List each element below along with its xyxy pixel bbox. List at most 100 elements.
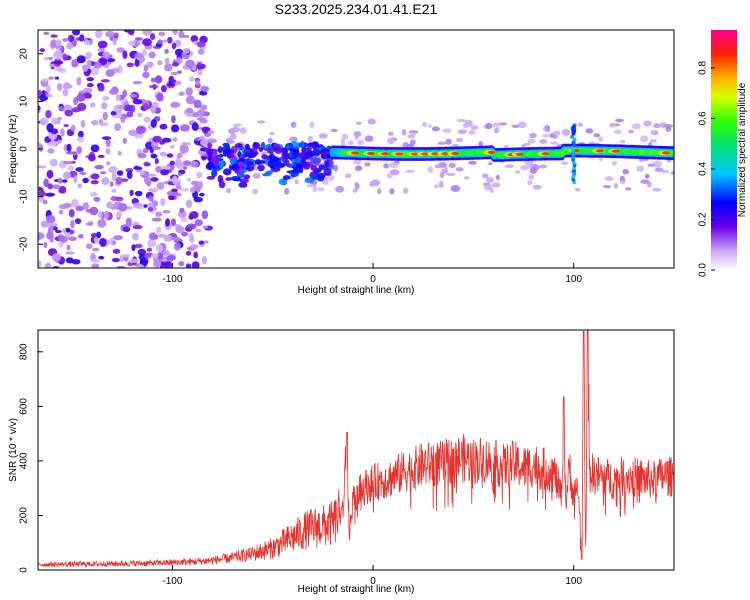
spectrogram-cell: [154, 211, 163, 217]
spectrogram-cell: [55, 49, 63, 58]
spectrogram-cell: [132, 80, 143, 85]
spectrogram-cell: [62, 38, 69, 42]
spectrogram-cell: [175, 225, 185, 234]
spectrogram-cell: [66, 143, 72, 152]
spectrogram-cell: [45, 84, 51, 93]
snr-series-line: [38, 330, 674, 569]
spectrogram-cell: [63, 82, 70, 90]
spectrogram-cell: [451, 143, 460, 147]
spectrogram-cell: [491, 122, 501, 128]
spectrogram-cell: [450, 185, 461, 193]
spectrogram-cell: [43, 31, 50, 36]
spectrogram-cell: [97, 84, 105, 92]
spectrogram-cell: [164, 57, 170, 65]
spectrogram-cell: [406, 143, 414, 148]
spectrogram-cell: [105, 30, 115, 38]
spectrogram-cell: [85, 222, 94, 226]
spectrogram-cell: [62, 171, 72, 180]
spectrogram-cell: [200, 104, 208, 111]
spectrogram-cell: [427, 166, 434, 174]
spectrogram-cell: [97, 46, 106, 52]
spectrogram-cell: [577, 122, 584, 128]
spectrogram-cell: [442, 128, 452, 133]
spectrogram-cell: [118, 104, 125, 110]
spectrogram-cell: [159, 123, 168, 130]
spectrogram-cell: [451, 151, 460, 156]
spectrogram-cell: [518, 121, 527, 129]
spectrogram-cell: [288, 136, 298, 142]
spectrogram-cell: [84, 39, 90, 46]
spectrogram-cell: [164, 63, 173, 72]
spectrogram-cell: [604, 176, 614, 182]
spectrogram-cell: [649, 139, 657, 143]
spectrogram-cell: [100, 79, 110, 83]
spectrogram-cell: [437, 141, 447, 145]
spectrogram-cell: [529, 167, 538, 174]
spectrogram-cell: [162, 210, 171, 214]
spectrogram-cell: [661, 169, 670, 174]
colorbar-tick-label: 0.8: [698, 61, 709, 75]
spectrogram-cell: [109, 181, 114, 188]
spectrogram-cell: [108, 88, 119, 95]
colorbar-tick-label: 0.4: [698, 162, 709, 176]
spectrogram-cell: [644, 173, 650, 179]
figure-title: S233.2025.234.01.41.E21: [275, 1, 438, 17]
spectrogram-cell: [202, 225, 208, 229]
spectrogram-cell: [148, 84, 159, 89]
spectrogram-cell: [129, 189, 134, 196]
spectrogram-cell: [106, 161, 111, 166]
spectrogram-cell: [40, 220, 50, 228]
colorbar: 0.0 0.2 0.4 0.6 0.8 Normalized spectral ampl…: [698, 30, 748, 277]
spectrogram-cell: [128, 258, 139, 264]
spectrogram-cell: [158, 31, 166, 36]
spectrogram-cell: [252, 188, 259, 195]
spectrogram-cell: [103, 210, 110, 220]
spectrogram-cell: [207, 130, 215, 135]
spectrogram-cell: [174, 48, 184, 57]
spectrogram-cell: [137, 152, 147, 159]
spectrogram-cell: [66, 244, 71, 251]
spectrogram-cell: [570, 151, 575, 156]
spectrogram-cell: [179, 207, 185, 213]
snr-x-tick-label: -100: [162, 576, 182, 587]
spectrogram-cell: [463, 176, 470, 180]
spectrogram-cell: [208, 161, 213, 169]
spectrogram-cell: [317, 187, 325, 192]
snr-y-tick-label: 800: [19, 343, 30, 360]
spectrogram-cell: [45, 94, 53, 98]
spectrogram-cell: [48, 56, 53, 60]
spectrogram-cell: [455, 167, 464, 172]
spectrogram-cell: [613, 182, 619, 189]
spectrogram-cell: [112, 36, 117, 46]
spectrogram-cell: [188, 233, 194, 241]
snr-background: [38, 330, 674, 570]
spectrogram-cell: [239, 178, 250, 184]
spectrogram-cell: [570, 146, 575, 151]
spectrogram-cell: [170, 188, 178, 192]
spectrogram-cell: [126, 62, 134, 68]
spectrogram-y-tick-label: 10: [19, 95, 30, 107]
spectrogram-cell: [72, 30, 81, 36]
spectrogram-cell: [196, 62, 203, 70]
spectrogram-cell: [101, 136, 112, 140]
spectrogram-cell: [196, 41, 206, 48]
spectrogram-cell: [356, 121, 362, 125]
spectrogram-cell: [267, 137, 273, 144]
spectrogram-cell: [185, 59, 195, 68]
spectrogram-cell: [163, 234, 174, 242]
spectrogram-cell: [44, 262, 52, 268]
snr-x-label: Height of straight line (km): [298, 584, 415, 595]
spectrogram-cell: [118, 202, 128, 212]
spectrogram-cell: [97, 154, 105, 158]
spectrogram-cell: [47, 148, 55, 154]
spectrogram-cell: [456, 118, 467, 123]
spectrogram-cell: [189, 160, 199, 168]
spectrogram-cell: [117, 151, 122, 156]
spectrogram-cell: [185, 250, 192, 256]
spectrogram-cell: [405, 169, 415, 173]
spectrogram-cell: [125, 217, 132, 227]
spectrogram-cell: [57, 234, 65, 241]
spectrogram-cell: [172, 175, 178, 185]
spectrogram-cell: [652, 187, 662, 192]
